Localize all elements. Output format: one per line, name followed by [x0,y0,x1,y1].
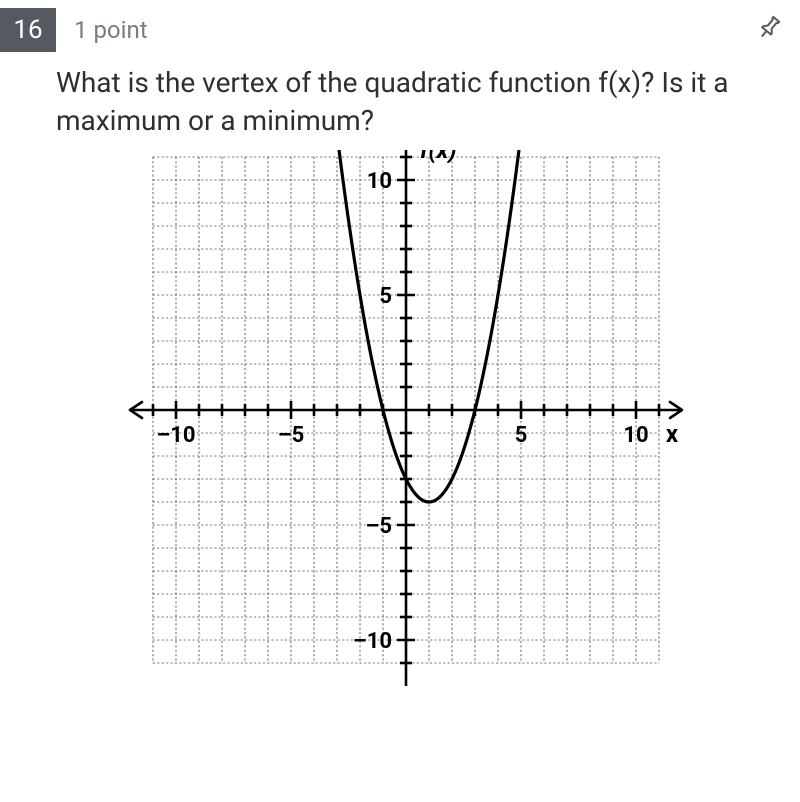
question-number-badge: 16 [0,8,56,52]
y-tick-label: 10 [367,169,392,194]
y-tick-label: 5 [379,284,392,309]
y-tick-label: –10 [353,629,392,654]
quadratic-chart: –10 –5 5 10 10 5 –5 –10 x f(x) [80,150,720,710]
x-tick-label: –5 [278,423,305,448]
points-label: 1 point [74,16,754,44]
x-tick-label: –10 [156,423,195,448]
pin-icon[interactable] [754,13,784,47]
y-tick-label: –5 [366,514,393,539]
chart-container: –10 –5 5 10 10 5 –5 –10 x f(x) [0,150,800,730]
x-tick-label: 5 [515,423,528,448]
x-tick-label: 10 [623,423,648,448]
question-number-text: 16 [13,15,42,45]
y-axis-label: f(x) [420,150,456,164]
question-text: What is the vertex of the quadratic func… [0,60,800,150]
x-axis-label: x [666,420,679,448]
question-header: 16 1 point [0,0,800,60]
